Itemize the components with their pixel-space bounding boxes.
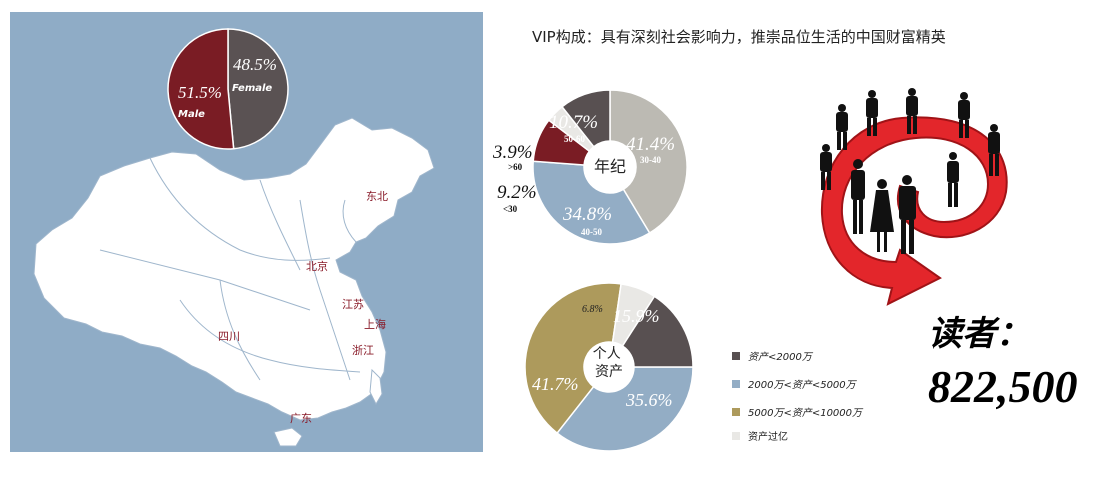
person-silhouette-8 xyxy=(906,88,918,134)
region-label-jiangsu: 江苏 xyxy=(342,298,364,311)
person-silhouette-3 xyxy=(899,175,916,254)
legend-swatch-5000-10000 xyxy=(732,408,740,416)
legend-item-over-100m: 资产过亿 xyxy=(748,430,788,443)
legend-item-2000-5000: 2000万<资产<5000万 xyxy=(748,379,858,391)
slice-value-5000-10000: 41.7% xyxy=(532,374,579,394)
asset-slice-2000-5000 xyxy=(556,366,694,452)
age-donut-chart xyxy=(532,89,688,245)
region-label-sichuan: 四川 xyxy=(218,330,240,343)
slice-label-50-60: 50-60 xyxy=(564,134,585,144)
slice-value-40-50: 34.8% xyxy=(562,204,612,225)
age-donut-labels: 年纪 41.4% 30-40 34.8% 40-50 10.7% 50-60 3… xyxy=(492,112,675,237)
svg-text:个人 资产: 个人 资产 xyxy=(593,346,625,380)
slice-value-30-40: 41.4% xyxy=(626,134,675,155)
slice-value-male: 51.5% xyxy=(178,83,222,102)
region-label-beijing: 北京 xyxy=(306,259,328,273)
gender-slice-male xyxy=(167,28,235,150)
slice-value-2000-5000: 35.6% xyxy=(625,390,673,410)
person-silhouette-2 xyxy=(870,179,894,252)
slice-value-under-2000: 15.9% xyxy=(613,306,660,326)
readers-count: 822,500 xyxy=(928,361,1078,412)
person-silhouette-10 xyxy=(820,144,832,190)
donut-center-title-line2: 资产 xyxy=(595,364,623,380)
gender-slice-female xyxy=(227,28,289,150)
legend-swatch-over-100m xyxy=(732,432,740,440)
person-silhouette-4 xyxy=(947,152,959,207)
donut-center-title: 年纪 xyxy=(594,157,626,176)
slice-value-under-30: 9.2% xyxy=(497,182,537,203)
legend-swatch-2000-5000 xyxy=(732,380,740,388)
person-silhouette-6 xyxy=(836,104,848,150)
asset-donut-labels: 个人 资产 15.9% 35.6% 41.7% 6.8% xyxy=(532,304,673,410)
person-silhouette-9 xyxy=(958,92,970,138)
asset-slice-5000-10000 xyxy=(524,282,622,435)
legend-swatch-under-2000 xyxy=(732,352,740,360)
slice-value-female: 48.5% xyxy=(233,55,277,74)
age-slice-50-60 xyxy=(560,89,611,148)
slice-label-over-60: >60 xyxy=(508,162,523,172)
slice-label-female: Female xyxy=(232,83,272,94)
taiwan-island xyxy=(369,368,383,406)
business-people-illustration xyxy=(820,88,1008,306)
region-label-shanghai: 上海 xyxy=(364,317,386,331)
legend-item-5000-10000: 5000万<资产<10000万 xyxy=(748,407,864,419)
slice-value-over-60: 3.9% xyxy=(492,142,533,163)
gender-pie-labels: 48.5% Female 51.5% Male xyxy=(178,55,277,120)
person-silhouette-7 xyxy=(866,90,878,136)
hainan-island xyxy=(273,427,303,447)
age-slice-30-40 xyxy=(609,89,688,235)
region-label-dongbei: 东北 xyxy=(366,190,388,203)
region-label-zhejiang: 浙江 xyxy=(352,344,374,357)
slice-label-under-30: <30 xyxy=(503,204,518,214)
province-borders xyxy=(99,157,361,381)
page-title: VIP构成：具有深刻社会影响力，推崇品位生活的中国财富精英 xyxy=(532,28,946,46)
region-labels: 东北 北京 江苏 上海 浙江 四川 广东 xyxy=(218,190,388,425)
readers-label: 读者： xyxy=(928,314,1030,354)
slice-label-40-50: 40-50 xyxy=(581,227,602,237)
people-silhouettes xyxy=(820,88,1000,254)
asset-legend: 资产<2000万 2000万<资产<5000万 5000万<资产<10000万 … xyxy=(732,351,864,443)
legend-item-under-2000: 资产<2000万 xyxy=(748,351,814,363)
age-slice-40-50 xyxy=(532,160,651,245)
donut-center-title-line1: 个人 xyxy=(593,346,621,362)
slice-value-over-100m: 6.8% xyxy=(582,304,603,315)
slice-value-50-60: 10.7% xyxy=(549,112,598,133)
asset-slice-2000 xyxy=(621,295,694,368)
china-map-landmass xyxy=(33,117,435,421)
gender-pie-chart xyxy=(167,28,289,150)
person-silhouette-5 xyxy=(988,124,1000,176)
slice-label-30-40: 30-40 xyxy=(640,155,661,165)
person-silhouette-1 xyxy=(851,159,865,234)
region-label-guangdong: 广东 xyxy=(290,412,312,425)
slice-label-male: Male xyxy=(178,109,205,120)
asset-donut-chart xyxy=(524,282,694,452)
